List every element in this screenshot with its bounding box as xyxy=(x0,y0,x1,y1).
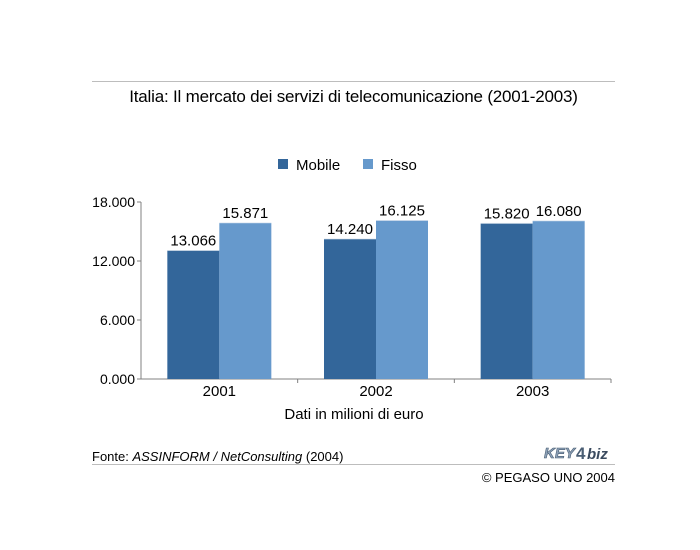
legend-label-fisso: Fisso xyxy=(381,157,417,174)
source-name: ASSINFORM / NetConsulting xyxy=(132,449,303,464)
copyright: © PEGASO UNO 2004 xyxy=(481,470,615,485)
chart-title: Italia: Il mercato dei servizi di teleco… xyxy=(129,87,578,106)
legend-swatch-fisso xyxy=(363,159,373,169)
data-label: 13.066 xyxy=(170,233,216,250)
y-tick-label: 0.000 xyxy=(100,371,135,387)
legend-swatch-mobile xyxy=(278,159,288,169)
y-tick-label: 12.000 xyxy=(92,253,135,269)
svg-text:4: 4 xyxy=(576,444,586,463)
data-label: 14.240 xyxy=(327,221,373,238)
x-tick-label: 2001 xyxy=(203,383,236,400)
top-divider xyxy=(92,81,615,82)
bar-fisso-2003 xyxy=(532,220,585,379)
x-tick-label: 2002 xyxy=(359,383,392,400)
data-label: 15.871 xyxy=(222,205,268,222)
x-tick-label: 2003 xyxy=(516,383,549,400)
x-axis-label: Dati in milioni di euro xyxy=(284,406,423,423)
source-note: Fonte: ASSINFORM / NetConsulting (2004) xyxy=(92,449,343,464)
data-label: 16.080 xyxy=(536,203,582,220)
bar-mobile-2003 xyxy=(480,223,533,379)
key4biz-logo: KEY 4 biz xyxy=(543,443,618,463)
bottom-divider xyxy=(92,464,615,465)
bar-fisso-2001 xyxy=(219,222,272,379)
svg-text:KEY: KEY xyxy=(544,445,577,462)
data-label: 15.820 xyxy=(484,205,530,222)
legend-label-mobile: Mobile xyxy=(296,157,340,174)
source-prefix: Fonte: xyxy=(92,449,133,464)
svg-text:biz: biz xyxy=(587,446,608,463)
data-label: 16.125 xyxy=(379,202,425,219)
bar-mobile-2001 xyxy=(167,250,220,379)
y-tick-label: 18.000 xyxy=(92,194,135,210)
bar-fisso-2002 xyxy=(376,220,428,379)
y-tick-label: 6.000 xyxy=(100,312,135,328)
source-suffix: (2004) xyxy=(302,449,344,464)
bar-mobile-2002 xyxy=(324,238,376,379)
